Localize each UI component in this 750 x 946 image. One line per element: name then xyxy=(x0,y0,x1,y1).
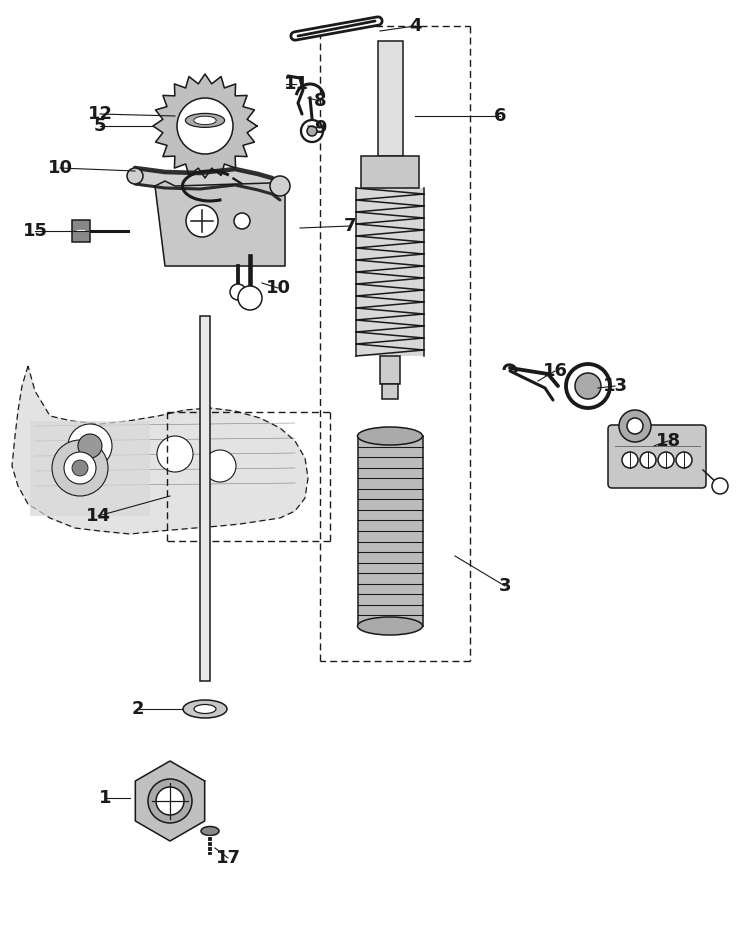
Text: 10: 10 xyxy=(266,279,290,297)
Circle shape xyxy=(307,126,317,136)
Circle shape xyxy=(619,410,651,442)
Bar xyxy=(378,41,403,156)
Text: 1: 1 xyxy=(99,789,111,807)
Text: 14: 14 xyxy=(86,507,110,525)
Text: 8: 8 xyxy=(314,92,326,110)
Circle shape xyxy=(204,450,236,482)
Circle shape xyxy=(68,424,112,468)
Circle shape xyxy=(52,440,108,496)
Ellipse shape xyxy=(194,116,216,125)
Text: 15: 15 xyxy=(22,222,47,240)
Circle shape xyxy=(157,436,193,472)
Text: 11: 11 xyxy=(284,75,308,93)
Circle shape xyxy=(127,168,143,184)
Polygon shape xyxy=(155,181,285,266)
Circle shape xyxy=(575,373,601,399)
Text: 13: 13 xyxy=(602,377,628,395)
Bar xyxy=(356,188,424,356)
Bar xyxy=(382,384,398,399)
Polygon shape xyxy=(135,761,205,841)
Circle shape xyxy=(72,460,88,476)
Bar xyxy=(72,220,90,242)
Polygon shape xyxy=(12,366,308,534)
Bar xyxy=(361,156,419,188)
Circle shape xyxy=(148,779,192,823)
Circle shape xyxy=(676,452,692,468)
Circle shape xyxy=(156,787,184,815)
Text: 16: 16 xyxy=(542,362,568,380)
Polygon shape xyxy=(153,74,257,178)
Circle shape xyxy=(566,364,610,408)
Circle shape xyxy=(301,120,323,142)
Ellipse shape xyxy=(194,705,216,713)
Text: 10: 10 xyxy=(47,159,73,177)
Circle shape xyxy=(622,452,638,468)
Text: 17: 17 xyxy=(215,849,241,867)
Bar xyxy=(380,356,400,384)
Text: 2: 2 xyxy=(132,700,144,718)
Text: 9: 9 xyxy=(314,119,326,137)
Text: 6: 6 xyxy=(494,107,506,125)
Text: 12: 12 xyxy=(88,105,112,123)
FancyBboxPatch shape xyxy=(608,425,706,488)
Circle shape xyxy=(230,284,246,300)
Ellipse shape xyxy=(183,700,227,718)
Circle shape xyxy=(640,452,656,468)
Ellipse shape xyxy=(358,617,422,635)
Text: 4: 4 xyxy=(409,17,422,35)
Text: 3: 3 xyxy=(499,577,512,595)
Ellipse shape xyxy=(201,827,219,835)
Circle shape xyxy=(64,452,96,484)
Ellipse shape xyxy=(358,427,422,445)
Bar xyxy=(30,421,150,516)
Circle shape xyxy=(177,98,233,154)
Circle shape xyxy=(658,452,674,468)
Circle shape xyxy=(238,286,262,310)
Circle shape xyxy=(627,418,643,434)
Ellipse shape xyxy=(185,114,224,128)
Text: 18: 18 xyxy=(656,432,680,450)
Text: 5: 5 xyxy=(94,117,106,135)
Circle shape xyxy=(186,205,218,237)
Bar xyxy=(358,436,422,626)
Circle shape xyxy=(78,434,102,458)
Text: 7: 7 xyxy=(344,217,356,235)
Circle shape xyxy=(712,478,728,494)
Circle shape xyxy=(234,213,250,229)
Bar xyxy=(200,316,210,681)
Circle shape xyxy=(270,176,290,196)
